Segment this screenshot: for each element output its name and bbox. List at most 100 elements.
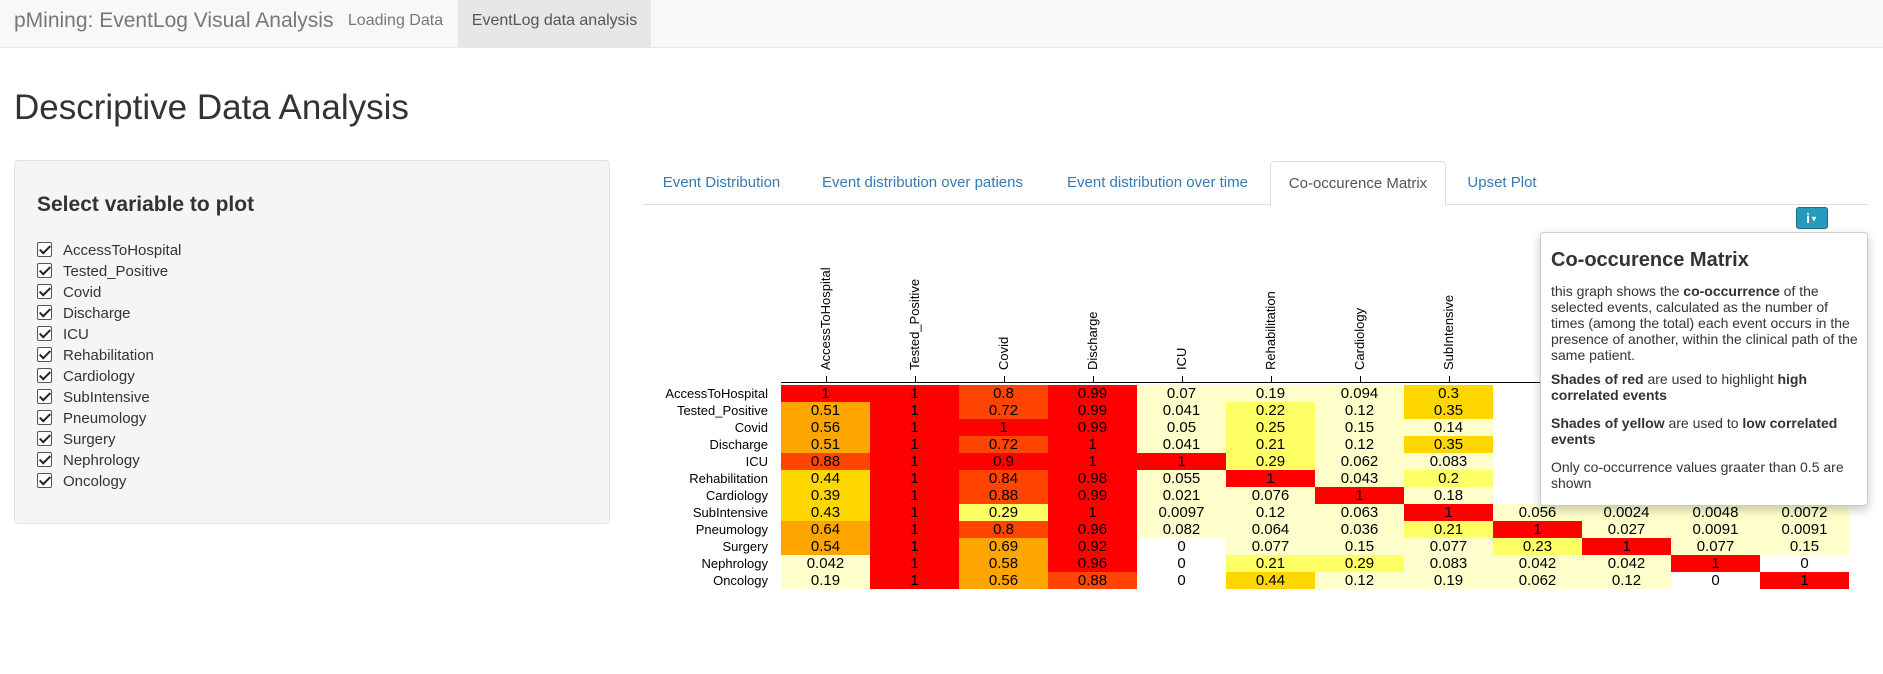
column-tick: [1448, 376, 1450, 382]
checkbox-label: Tested_Positive: [63, 263, 169, 280]
heatmap-cell: 1: [870, 402, 959, 419]
column-tick: [1181, 376, 1183, 382]
variable-option[interactable]: Surgery: [37, 429, 437, 450]
tab-event-distribution-time[interactable]: Event distribution over time: [1067, 174, 1248, 191]
checkbox[interactable]: [37, 431, 52, 446]
heatmap-cell: 0.0024: [1582, 504, 1671, 521]
row-label: Rehabilitation: [689, 471, 768, 486]
checkbox[interactable]: [37, 242, 52, 257]
variable-option[interactable]: AccessToHospital: [37, 240, 437, 261]
heatmap-cell: 1: [1493, 521, 1582, 538]
heatmap-cell: 0.077: [1226, 538, 1315, 555]
heatmap-cell: 1: [1137, 453, 1226, 470]
row-label: Discharge: [709, 437, 768, 452]
checkbox[interactable]: [37, 452, 52, 467]
checkbox-label: AccessToHospital: [63, 242, 182, 259]
heatmap-cell: 0.21: [1226, 555, 1315, 572]
heatmap-cell: 1: [870, 555, 959, 572]
info-dropdown-button[interactable]: i▼: [1796, 207, 1828, 229]
heatmap-cell: 0.2: [1404, 470, 1493, 487]
nav-loading-data[interactable]: Loading Data: [347, 12, 444, 29]
column-tick: [1003, 376, 1005, 382]
heatmap-cell: 0.84: [959, 470, 1048, 487]
checkbox[interactable]: [37, 368, 52, 383]
variable-option[interactable]: Cardiology: [37, 366, 437, 387]
heatmap-cell: 0.99: [1048, 487, 1137, 504]
app-brand[interactable]: pMining: EventLog Visual Analysis: [14, 9, 334, 32]
heatmap-cell: 0.064: [1226, 521, 1315, 538]
tabs-divider: [643, 204, 1868, 205]
variable-option[interactable]: Nephrology: [37, 450, 437, 471]
heatmap-cell: 1: [1671, 555, 1760, 572]
checkbox[interactable]: [37, 284, 52, 299]
heatmap-cell: 0.15: [1315, 419, 1404, 436]
heatmap-cell: 1: [1226, 470, 1315, 487]
variable-option[interactable]: Tested_Positive: [37, 261, 437, 282]
checkbox-label: ICU: [63, 326, 89, 343]
row-label: Pneumology: [695, 522, 768, 537]
heatmap-cell: 0.12: [1315, 402, 1404, 419]
heatmap-cell: 0.96: [1048, 555, 1137, 572]
heatmap-cell: 0.3: [1404, 385, 1493, 402]
info-popover: Co-occurence Matrix this graph shows the…: [1540, 232, 1868, 506]
heatmap-cell: 0.042: [1493, 555, 1582, 572]
heatmap-cell: 1: [870, 385, 959, 402]
variable-option[interactable]: Covid: [37, 282, 437, 303]
checkbox[interactable]: [37, 473, 52, 488]
heatmap-cell: 0.0097: [1137, 504, 1226, 521]
page-title: Descriptive Data Analysis: [14, 88, 409, 127]
heatmap-cell: 1: [1582, 538, 1671, 555]
info-icon: i: [1806, 210, 1810, 226]
checkbox[interactable]: [37, 305, 52, 320]
popover-yellow-note: Shades of yellow are used to low correla…: [1551, 415, 1838, 447]
row-label: Nephrology: [701, 556, 769, 571]
checkbox-label: Oncology: [63, 473, 127, 490]
checkbox-label: SubIntensive: [63, 389, 150, 406]
heatmap-cell: 1: [959, 419, 1048, 436]
heatmap-cell: 0.21: [1226, 436, 1315, 453]
heatmap-cell: 0.062: [1493, 572, 1582, 589]
column-tick: [825, 376, 827, 382]
popover-title: Co-occurence Matrix: [1551, 249, 1749, 271]
heatmap-cell: 0.88: [959, 487, 1048, 504]
tab-event-distribution-patients[interactable]: Event distribution over patiens: [822, 174, 1023, 191]
variable-option[interactable]: SubIntensive: [37, 387, 437, 408]
heatmap-cell: 0.055: [1137, 470, 1226, 487]
heatmap-cell: 0.29: [1315, 555, 1404, 572]
popover-red-note: Shades of red are used to highlight high…: [1551, 371, 1808, 403]
heatmap-cell: 0.99: [1048, 402, 1137, 419]
heatmap-cell: 1: [870, 504, 959, 521]
heatmap-cell: 0.39: [781, 487, 870, 504]
variable-option[interactable]: Pneumology: [37, 408, 437, 429]
heatmap-cell: 0.12: [1315, 436, 1404, 453]
heatmap-cell: 1: [1048, 504, 1137, 521]
column-label: Covid: [995, 336, 1011, 370]
checkbox[interactable]: [37, 347, 52, 362]
heatmap-cell: 0.12: [1315, 572, 1404, 589]
row-label: ICU: [745, 454, 768, 469]
variable-option[interactable]: Oncology: [37, 471, 437, 492]
heatmap-cell: 1: [1315, 487, 1404, 504]
checkbox[interactable]: [37, 326, 52, 341]
checkbox[interactable]: [37, 263, 52, 278]
top-navbar: pMining: EventLog Visual Analysis Loadin…: [0, 0, 1883, 48]
variable-option[interactable]: Discharge: [37, 303, 437, 324]
heatmap-cell: 0.14: [1404, 419, 1493, 436]
heatmap-cell: 0.19: [1226, 385, 1315, 402]
heatmap-cell: 0.076: [1226, 487, 1315, 504]
tab-cooccurrence-matrix[interactable]: Co-occurence Matrix: [1270, 161, 1446, 206]
variable-option[interactable]: Rehabilitation: [37, 345, 437, 366]
tab-upset-plot[interactable]: Upset Plot: [1467, 174, 1537, 191]
heatmap-cell: 0.72: [959, 402, 1048, 419]
checkbox[interactable]: [37, 389, 52, 404]
heatmap-cell: 0.12: [1226, 504, 1315, 521]
tab-event-distribution[interactable]: Event Distribution: [662, 174, 781, 191]
heatmap-cell: 1: [781, 385, 870, 402]
checkbox-label: Cardiology: [63, 368, 135, 385]
column-tick: [1092, 376, 1094, 382]
variable-option[interactable]: ICU: [37, 324, 437, 345]
heatmap-cell: 0: [1137, 538, 1226, 555]
heatmap-cell: 0.05: [1137, 419, 1226, 436]
nav-eventlog-analysis[interactable]: EventLog data analysis: [458, 0, 651, 47]
checkbox[interactable]: [37, 410, 52, 425]
